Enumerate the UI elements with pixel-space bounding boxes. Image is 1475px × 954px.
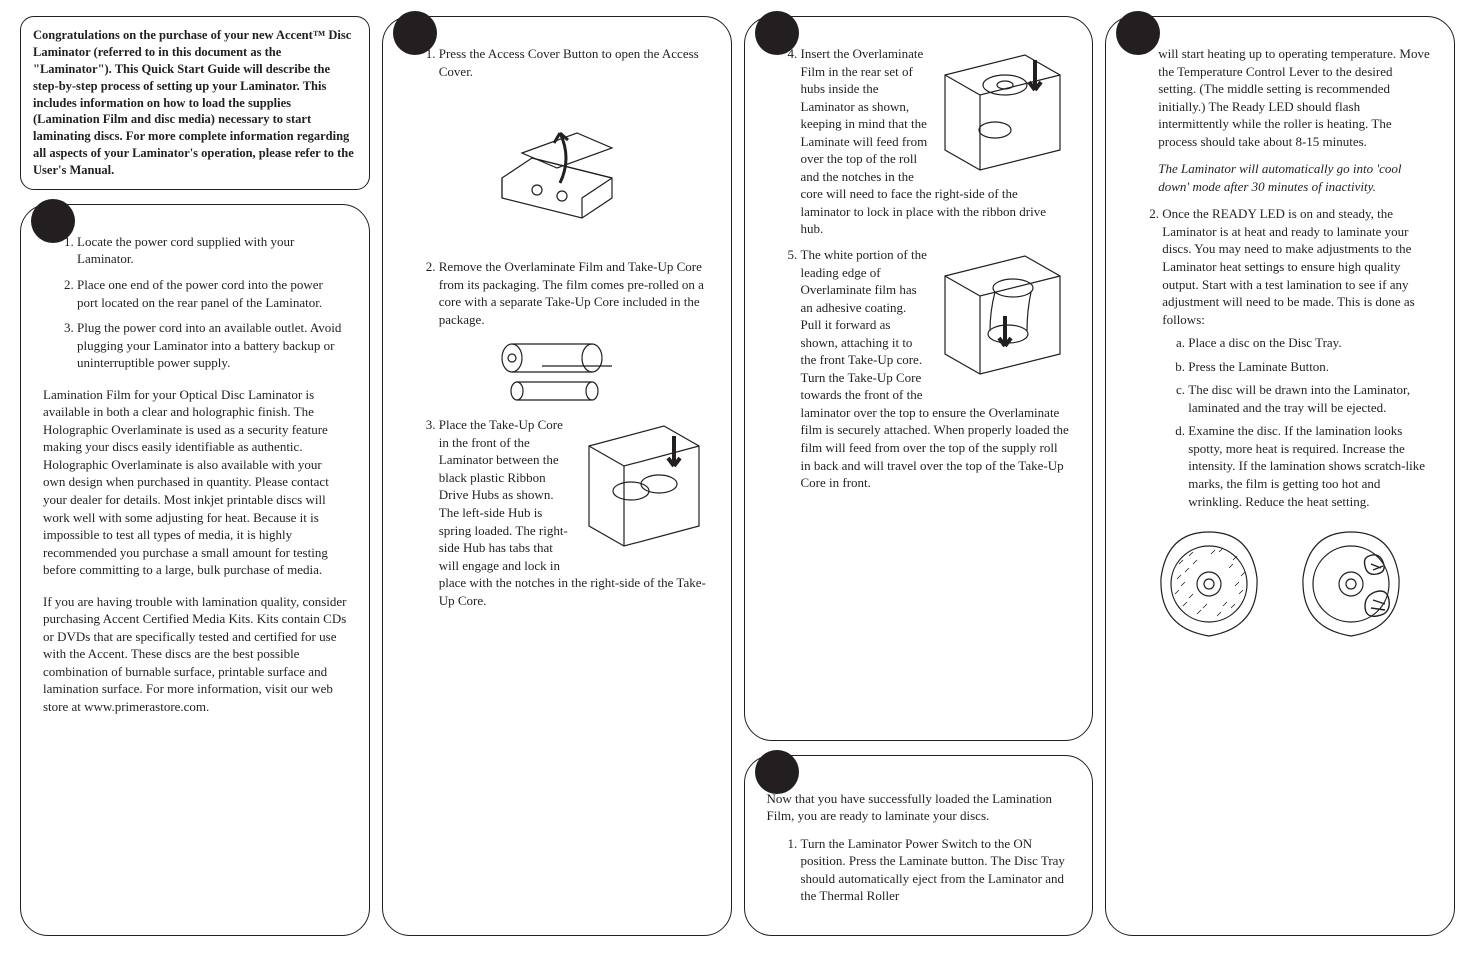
p5-sub-c: The disc will be drawn into the Laminato… [1188,381,1432,416]
step-badge [755,11,799,55]
insert-film-illustration [935,45,1070,180]
panel-3: Insert the Overlaminate Film in the rear… [744,16,1094,741]
intro-text: Congratulations on the purchase of your … [33,28,354,177]
p5-cont: will start heating up to operating tempe… [1128,45,1432,150]
panel5-sublist: Place a disc on the Disc Tray. Press the… [1162,334,1432,510]
panel-1: Locate the power cord supplied with your… [20,204,370,936]
disc-spotty-icon [1149,524,1269,644]
p2-step1: Press the Access Cover Button to open th… [439,45,709,80]
step-badge [755,750,799,794]
step-badge [393,11,437,55]
panel4-list: Turn the Laminator Power Switch to the O… [771,835,1071,905]
p3-step5b: Core towards the front of the laminator … [801,370,1069,490]
panel-5: will start heating up to operating tempe… [1105,16,1455,936]
p3-step4a: Insert the Overlaminate Film in the rear… [801,46,928,184]
panel1-list: Locate the power cord supplied with your… [47,233,347,372]
panel1-para1: Lamination Film for your Optical Disc La… [43,386,347,579]
panel2-list2: Remove the Overlaminate Film and Take-Up… [409,258,709,328]
p5-sub-b: Press the Laminate Button. [1188,358,1432,376]
disc-scratch-icon [1291,524,1411,644]
film-cores-illustration [405,336,709,406]
panel4-intro: Now that you have successfully loaded th… [767,790,1071,825]
panel-4: Now that you have successfully loaded th… [744,755,1094,936]
p1-step2: Place one end of the power cord into the… [77,276,347,311]
p3-step4: Insert the Overlaminate Film in the rear… [801,45,1071,238]
disc-examples [1128,524,1432,644]
p5-step2: Once the READY LED is on and steady, the… [1162,205,1432,510]
p2-step3: Place the Take-Up Core in the front of t… [439,416,709,609]
panel1-para2: If you are having trouble with laminatio… [43,593,347,716]
p5-step2-text: Once the READY LED is on and steady, the… [1162,206,1415,326]
panel2-list3: Place the Take-Up Core in the front of t… [409,416,709,609]
takeup-core-illustration [579,416,709,561]
panel-2: Press the Access Cover Button to open th… [382,16,732,936]
intro-box: Congratulations on the purchase of your … [20,16,370,190]
p1-step1: Locate the power cord supplied with your… [77,233,347,268]
panel3-list: Insert the Overlaminate Film in the rear… [771,45,1071,492]
p2-step2: Remove the Overlaminate Film and Take-Up… [439,258,709,328]
step-badge [31,199,75,243]
p3-step5a: The white portion of the leading edge of… [801,247,927,385]
laminator-open-illustration [405,88,709,248]
p5-sub-d: Examine the disc. If the lamination look… [1188,422,1432,510]
p5-note: The Laminator will automatically go into… [1128,160,1432,195]
panel2-list: Press the Access Cover Button to open th… [409,45,709,80]
step-badge [1116,11,1160,55]
pull-film-illustration [935,246,1070,386]
p1-step3: Plug the power cord into an available ou… [77,319,347,372]
panel5-list: Once the READY LED is on and steady, the… [1132,205,1432,510]
p3-step5: The white portion of the leading edge of… [801,246,1071,492]
p4-step1: Turn the Laminator Power Switch to the O… [801,835,1071,905]
p5-sub-a: Place a disc on the Disc Tray. [1188,334,1432,352]
